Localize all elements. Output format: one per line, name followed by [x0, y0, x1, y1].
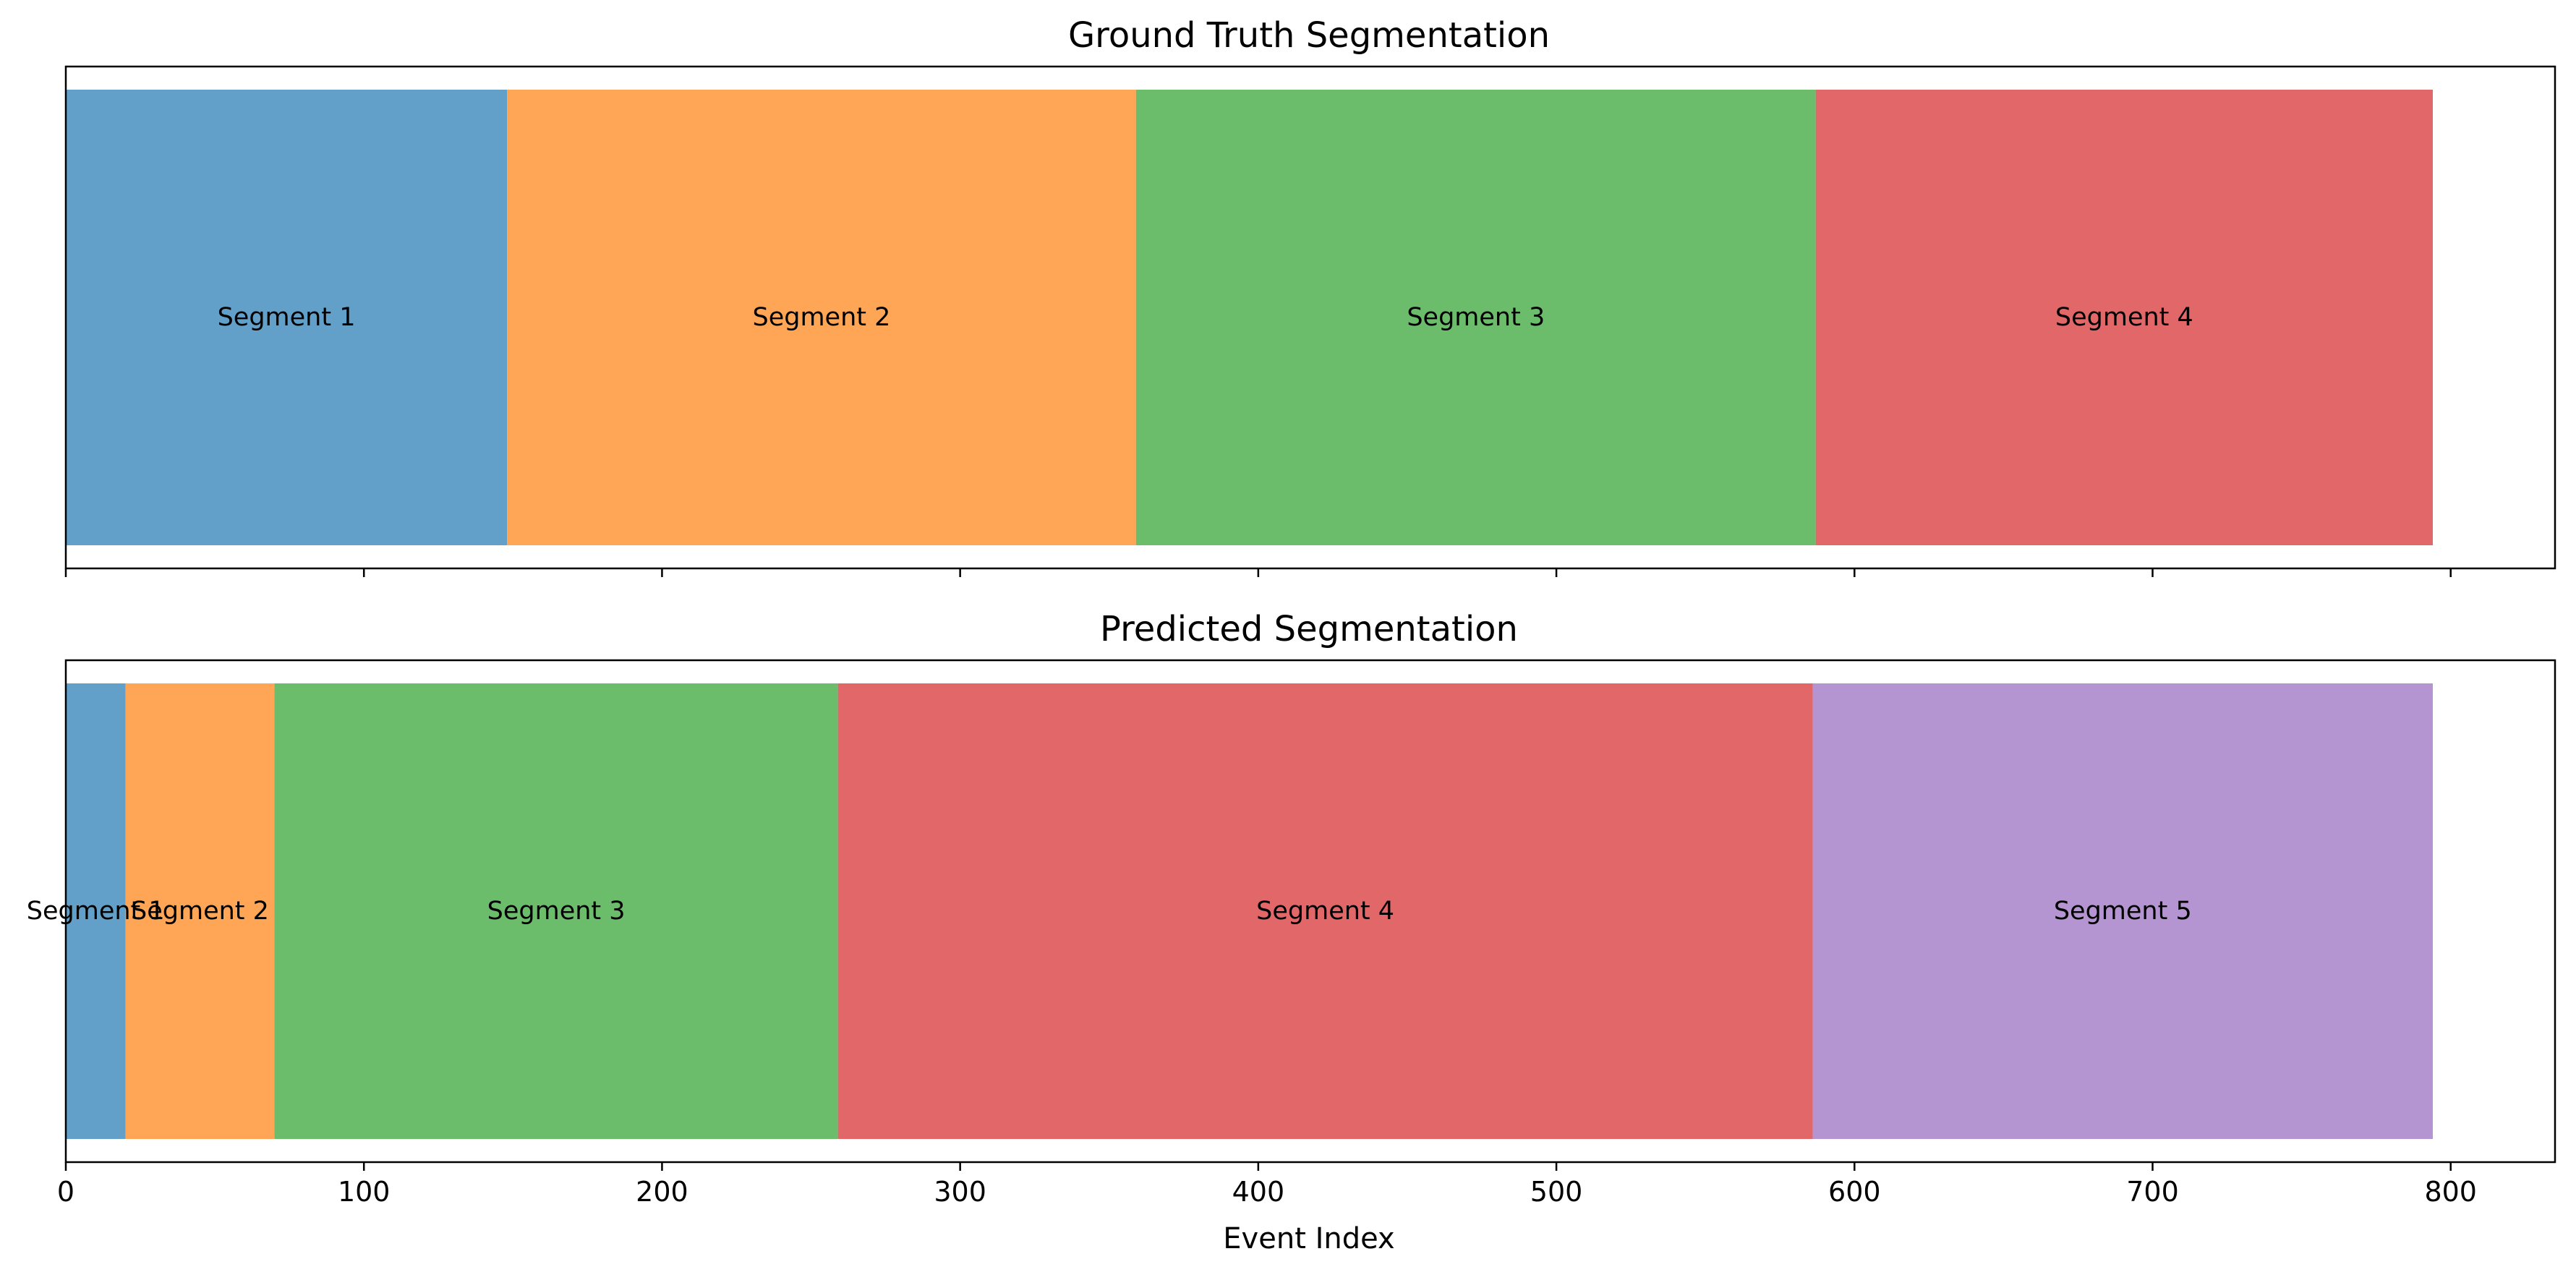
- ground-truth-panel: Ground Truth Segmentation Segment 1 Segme…: [64, 15, 2556, 577]
- x-axis-label: Event Index: [1223, 1222, 1394, 1255]
- ground-truth-segment-label-2: Segment 2: [753, 303, 891, 332]
- predicted-segment-bar-2: [125, 683, 275, 1139]
- ground-truth-segment-label-4: Segment 4: [2055, 303, 2193, 332]
- ground-truth-segment-bar-4: [1815, 90, 2433, 545]
- ground-truth-segment-bar-2: [507, 90, 1136, 545]
- ground-truth-segment-bar-1: [66, 90, 508, 545]
- predicted-segment-bar-1: [66, 683, 126, 1139]
- predicted-segment-bar-3: [274, 683, 838, 1139]
- x-tick-label-300: 300: [934, 1176, 986, 1208]
- x-tick-label-600: 600: [1828, 1176, 1881, 1208]
- x-tick-label-700: 700: [2126, 1176, 2179, 1208]
- x-tick-label-800: 800: [2424, 1176, 2477, 1208]
- x-tick-label-0: 0: [57, 1176, 74, 1208]
- predicted-segment-label-5: Segment 5: [2054, 897, 2192, 926]
- x-tick-label-500: 500: [1530, 1176, 1583, 1208]
- ground-truth-segment-bar-3: [1135, 90, 1816, 545]
- ground-truth-segment-label-1: Segment 1: [218, 303, 356, 332]
- predicted-segment-label-3: Segment 3: [487, 897, 626, 926]
- ground-truth-axes-frame: [64, 65, 2556, 570]
- predicted-title: Predicted Segmentation: [1100, 609, 1518, 649]
- predicted-panel: Predicted Segmentation Event Index Segme…: [27, 609, 2556, 1255]
- predicted-segment-label-4: Segment 4: [1256, 897, 1394, 926]
- predicted-segment-label-1: Segment 1: [27, 897, 165, 926]
- ground-truth-segment-label-3: Segment 3: [1407, 303, 1545, 332]
- predicted-segment-label-2: Segment 2: [131, 897, 269, 926]
- ground-truth-title: Ground Truth Segmentation: [1068, 15, 1550, 56]
- predicted-segment-bar-4: [837, 683, 1813, 1139]
- x-tick-label-200: 200: [636, 1176, 688, 1208]
- predicted-axes-frame: [64, 659, 2556, 1164]
- predicted-segment-bar-5: [1812, 683, 2433, 1139]
- x-tick-label-400: 400: [1232, 1176, 1285, 1208]
- x-tick-label-100: 100: [338, 1176, 391, 1208]
